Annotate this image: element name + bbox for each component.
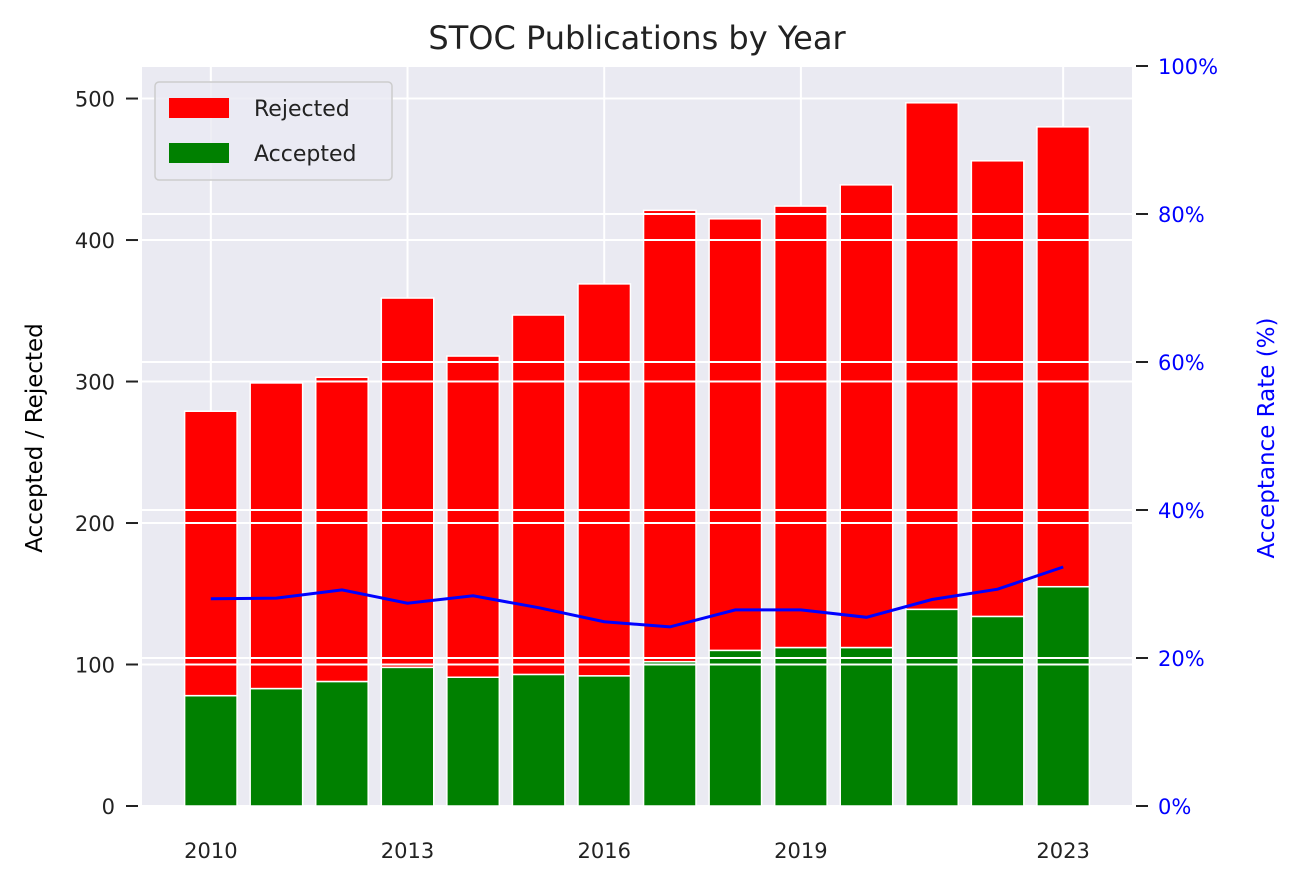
bar-rejected-2015	[511, 314, 566, 676]
bar-rejected-2017	[642, 209, 697, 663]
y-tick-label-200: 200	[75, 512, 115, 536]
bar-accepted-2015	[511, 673, 566, 807]
bar-rejected-2011	[249, 382, 304, 690]
x-tick-label-2013: 2013	[381, 839, 434, 863]
bar-accepted-2021	[905, 608, 960, 807]
bar-accepted-2014	[446, 676, 501, 807]
y-axis-label: Accepted / Rejected	[22, 323, 48, 553]
bar-rejected-2020	[839, 184, 894, 649]
y2-tick-label-100: 100%	[1158, 55, 1218, 79]
y-tick-label-300: 300	[75, 371, 115, 395]
x-tick-label-2016: 2016	[577, 839, 630, 863]
bar-accepted-2019	[773, 646, 828, 807]
y2-axis-label: Acceptance Rate (%)	[1254, 317, 1280, 558]
bar-rejected-2010	[183, 410, 238, 697]
y-tick-label-0: 0	[102, 795, 115, 819]
bar-rejected-2019	[773, 205, 828, 649]
bar-rejected-2018	[708, 218, 763, 652]
y2-tick-label-20: 20%	[1158, 647, 1205, 671]
x-tick-label-2010: 2010	[184, 839, 237, 863]
x-tick-label-2023: 2023	[1036, 839, 1089, 863]
y2-tick-label-60: 60%	[1158, 351, 1205, 375]
bar-rejected-2013	[380, 297, 435, 669]
rate-line-group	[210, 565, 1064, 629]
bar-accepted-2023	[1036, 585, 1091, 807]
bar-rejected-2014	[446, 355, 501, 678]
bar-accepted-2016	[577, 675, 632, 807]
y2-tick-label-0: 0%	[1158, 795, 1191, 819]
bar-accepted-2013	[380, 666, 435, 807]
legend-swatch-rejected	[169, 98, 229, 118]
axes: 0 100 200 300 400 500 0% 20% 40% 60% 80% 100% 2010 20…	[75, 55, 1218, 863]
bars	[142, 97, 1132, 807]
legend-label-accepted: Accepted	[254, 142, 356, 167]
y2-tick-label-40: 40%	[1158, 499, 1205, 523]
bar-rejected-2023	[1036, 126, 1091, 588]
legend: Rejected Accepted	[154, 81, 393, 181]
bar-accepted-2011	[249, 687, 304, 807]
y2-tick-label-80: 80%	[1158, 203, 1205, 227]
bar-rejected-2022	[970, 160, 1025, 618]
bar-rejected-2016	[577, 283, 632, 677]
bar-rejected-2012	[314, 376, 369, 683]
plot-background	[142, 66, 1132, 806]
bar-accepted-2018	[708, 649, 763, 807]
bar-rejected-2021	[905, 102, 960, 611]
chart-title: STOC Publications by Year	[428, 19, 846, 57]
bar-accepted-2022	[970, 615, 1025, 807]
legend-label-rejected: Rejected	[254, 97, 350, 122]
x-tick-label-2019: 2019	[774, 839, 827, 863]
legend-swatch-accepted	[169, 143, 229, 163]
bar-accepted-2010	[183, 694, 238, 807]
y-tick-label-400: 400	[75, 229, 115, 253]
acceptance-rate-line	[210, 565, 1064, 629]
bar-accepted-2012	[314, 680, 369, 807]
bar-accepted-2020	[839, 646, 894, 807]
bar-accepted-2017	[642, 660, 697, 807]
y-tick-label-100: 100	[75, 654, 115, 678]
y-tick-label-500: 500	[75, 88, 115, 112]
